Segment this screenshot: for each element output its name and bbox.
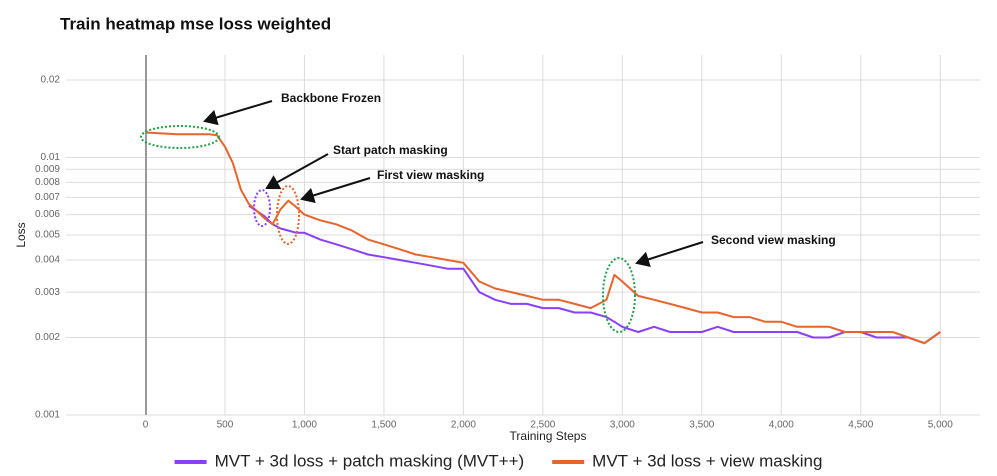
arrow: [265, 153, 329, 190]
highlight-ellipse: [276, 185, 300, 245]
legend-label: MVT + 3d loss + patch masking (MVT++): [215, 451, 525, 470]
y-tick-label: 0.02: [41, 75, 61, 86]
arrow: [300, 177, 371, 204]
x-tick-label: 3,500: [689, 420, 714, 431]
y-tick-label: 0.002: [35, 332, 60, 343]
x-tick-label: 1,000: [292, 420, 317, 431]
y-axis-label: Loss: [14, 222, 28, 247]
x-tick-label: 5,000: [928, 420, 953, 431]
annotation: Second view masking: [711, 233, 836, 247]
y-tick-label: 0.004: [35, 255, 60, 266]
highlight-ellipse: [602, 257, 636, 333]
x-tick-label: 4,500: [848, 420, 873, 431]
grid: 0.001 0.002 0.003 0.004 0.005 0.006 0.007 0.008…: [35, 55, 980, 431]
chart-title: Train heatmap mse loss weighted: [60, 14, 331, 33]
x-tick-label: 0: [143, 420, 149, 431]
annotation: Backbone Frozen: [281, 91, 381, 105]
x-tick-label: 1,500: [371, 420, 396, 431]
annotation: Start patch masking: [333, 143, 448, 157]
x-tick-label: 3,000: [610, 420, 635, 431]
series-line: [145, 131, 941, 345]
legend-label: MVT + 3d loss + view masking: [592, 451, 822, 470]
annotation: First view masking: [377, 168, 484, 182]
highlight-ellipse: [140, 125, 220, 149]
lines: [145, 131, 941, 345]
y-tick-label: 0.001: [35, 410, 60, 421]
arrow: [203, 100, 273, 126]
y-tick-label: 0.008: [35, 177, 60, 188]
legend: MVT + 3d loss + patch masking (MVT++) MVT…: [174, 451, 822, 470]
arrow: [635, 241, 704, 267]
x-axis-label: Training Steps: [510, 429, 587, 443]
y-tick-label: 0.003: [35, 287, 60, 298]
x-tick-label: 4,000: [769, 420, 794, 431]
x-tick-label: 2,500: [530, 420, 555, 431]
y-tick-label: 0.01: [41, 152, 61, 163]
y-tick-label: 0.009: [35, 164, 60, 175]
x-tick-label: 2,000: [451, 420, 476, 431]
y-tick-label: 0.007: [35, 192, 60, 203]
y-tick-label: 0.006: [35, 209, 60, 220]
y-tick-label: 0.005: [35, 230, 60, 241]
highlight-ellipse: [253, 189, 271, 227]
series-line: [248, 204, 941, 345]
x-tick-label: 500: [217, 420, 234, 431]
